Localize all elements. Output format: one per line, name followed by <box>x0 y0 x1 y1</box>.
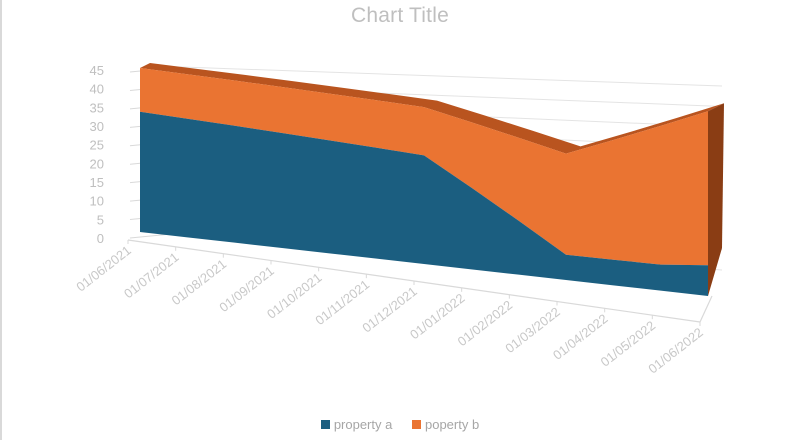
y-tick-label: 30 <box>90 119 104 134</box>
y-axis-ticks: 0 5 10 15 20 25 30 35 40 45 <box>90 63 104 246</box>
legend-swatch-icon <box>320 420 330 429</box>
y-tick-label: 0 <box>97 231 104 246</box>
y-tick-label: 40 <box>90 82 104 97</box>
legend-item-poperty-b[interactable]: poperty b <box>411 417 480 432</box>
legend-item-property-a[interactable]: property a <box>320 417 393 432</box>
y-tick-label: 45 <box>90 63 104 78</box>
legend-swatch-icon <box>411 420 421 429</box>
legend: property a poperty b <box>0 417 800 432</box>
legend-label: poperty b <box>424 417 480 432</box>
y-tick-label: 35 <box>90 100 104 115</box>
chart-title: Chart Title <box>351 4 449 27</box>
legend-label: property a <box>333 417 393 432</box>
stacked-areas <box>140 63 724 296</box>
y-tick-label: 10 <box>90 194 104 209</box>
x-axis-floor <box>127 239 713 326</box>
y-tick-label: 15 <box>90 175 104 190</box>
y-tick-label: 20 <box>90 156 104 171</box>
y-tick-label: 5 <box>97 212 104 227</box>
y-tick-label: 25 <box>90 138 104 153</box>
